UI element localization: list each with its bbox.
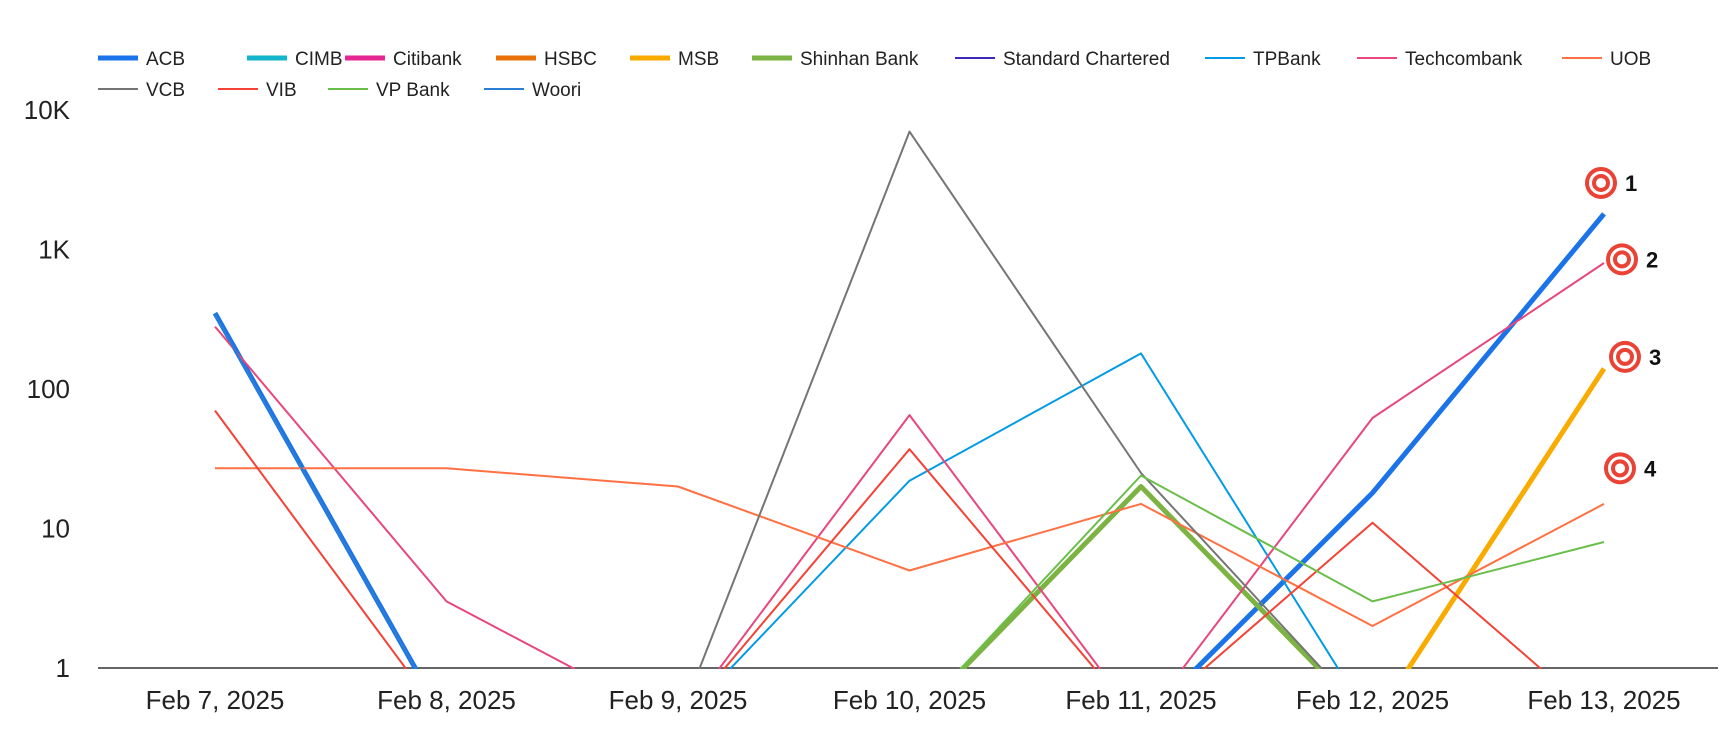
legend-label-uob: UOB — [1610, 49, 1651, 70]
legend-label-vp-bank: VP Bank — [376, 80, 450, 101]
legend-label-cimb: CIMB — [295, 49, 343, 70]
legend-label-citibank: Citibank — [393, 49, 462, 70]
chart-legend: ACB CIMB Citibank HSBC MSB Shinhan Bank Standa… — [98, 49, 1651, 101]
legend-label-standard-chartered: Standard Chartered — [1003, 49, 1170, 70]
legend-label-techcombank: Techcombank — [1405, 49, 1523, 70]
annotation-marker-ring — [1613, 344, 1637, 369]
annotation-marker-ring — [1610, 247, 1634, 272]
x-tick-label: Feb 13, 2025 — [1527, 685, 1680, 715]
y-tick-label: 1 — [56, 653, 70, 683]
annotation-markers: 1 2 3 4 — [1585, 166, 1661, 485]
annotation-label: 4 — [1644, 456, 1657, 481]
legend-label-shinhan-bank: Shinhan Bank — [800, 49, 919, 70]
x-tick-label: Feb 12, 2025 — [1296, 685, 1449, 715]
series-line-tpbank — [728, 352, 1340, 669]
x-tick-label: Feb 9, 2025 — [609, 685, 748, 715]
annotation-marker-dot — [1620, 351, 1630, 362]
x-tick-label: Feb 10, 2025 — [833, 685, 986, 715]
x-tick-label: Feb 7, 2025 — [146, 685, 285, 715]
series-line-msb — [1405, 367, 1607, 669]
series-line-acb — [212, 212, 1606, 669]
x-axis: Feb 7, 2025 Feb 8, 2025 Feb 9, 2025 Feb 10,… — [98, 667, 1718, 715]
series-line-vib — [214, 410, 1543, 669]
y-tick-label: 100 — [27, 374, 70, 404]
annotation-marker-ring — [1589, 170, 1613, 195]
annotation-marker-dot — [1596, 177, 1606, 188]
annotation-label: 3 — [1649, 345, 1661, 370]
annotation-label: 2 — [1646, 247, 1658, 272]
y-tick-label: 1K — [38, 235, 70, 265]
x-tick-label: Feb 11, 2025 — [1065, 685, 1216, 715]
series-line-uob — [215, 467, 1605, 627]
legend-label-msb: MSB — [678, 49, 719, 70]
series-line-vcb — [698, 130, 1324, 669]
annotation-marker-ring — [1608, 456, 1632, 481]
y-tick-label: 10K — [24, 95, 71, 125]
annotation-label: 1 — [1625, 171, 1637, 196]
x-tick-label: Feb 8, 2025 — [377, 685, 516, 715]
series-line-woori — [214, 314, 417, 669]
legend-label-vib: VIB — [266, 80, 297, 101]
series-line-vp-bank — [959, 474, 1605, 669]
y-axis: 1 10 100 1K 10K — [24, 95, 71, 683]
legend-label-acb: ACB — [146, 49, 185, 70]
legend-label-hsbc: HSBC — [544, 49, 597, 70]
y-tick-label: 10 — [41, 514, 70, 544]
series-line-techcombank — [214, 262, 1605, 669]
legend-label-woori: Woori — [532, 80, 581, 101]
annotation-marker-dot — [1617, 254, 1627, 265]
legend-label-vcb: VCB — [146, 80, 185, 101]
annotation-marker-dot — [1615, 463, 1625, 474]
plot-lines — [212, 130, 1607, 669]
legend-label-tpbank: TPBank — [1253, 49, 1321, 70]
